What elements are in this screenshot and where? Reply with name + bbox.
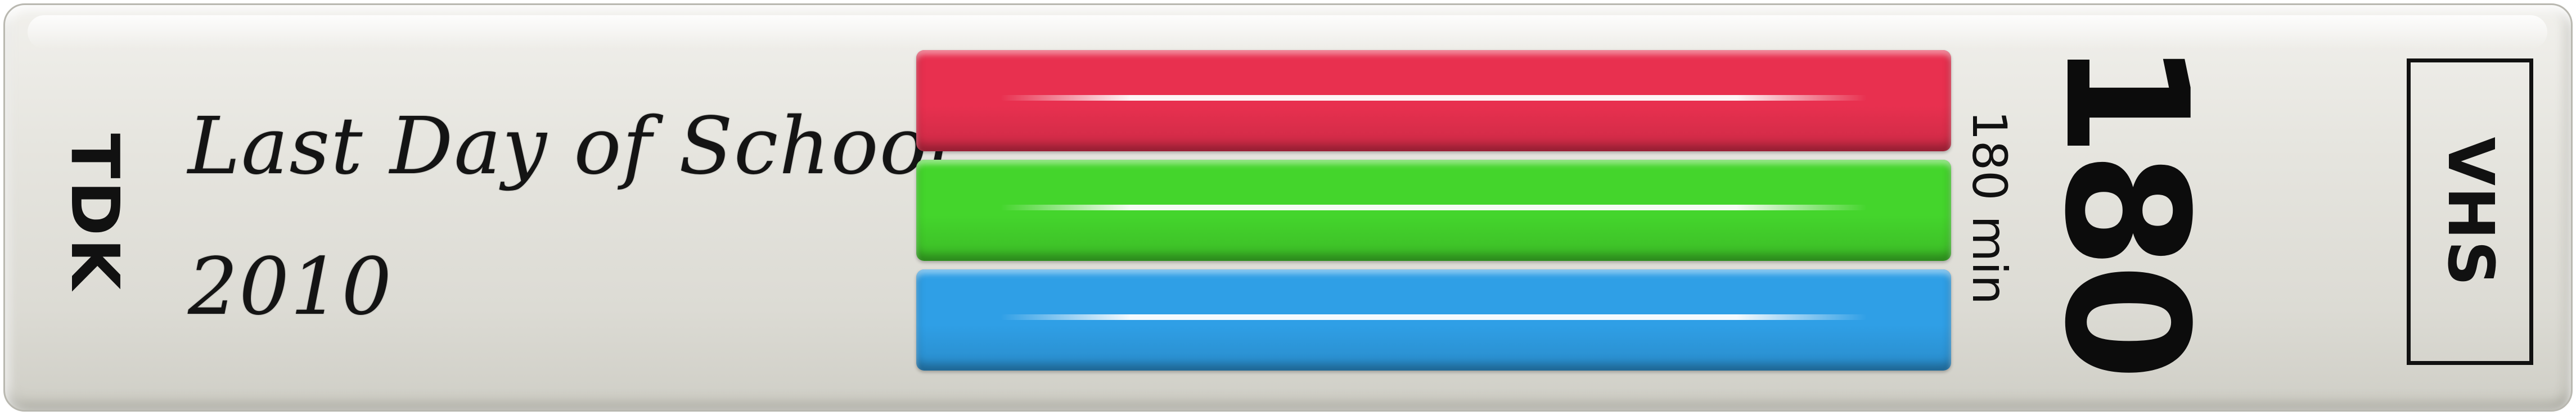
length-number: 180 [2028, 39, 2224, 376]
cassette-label: TDK Last Day of School 2010 180 min 180 … [3, 3, 2573, 412]
format-logo: VHS [2433, 136, 2507, 287]
handwritten-title: Last Day of School [188, 101, 954, 192]
handwritten-year: 2010 [188, 241, 393, 333]
brand-logo: TDK [56, 133, 134, 292]
length-caption: 180 min [1962, 110, 2017, 305]
stripe-shine [1001, 314, 1867, 320]
stripe-green [916, 160, 1951, 261]
stripe-shine [1001, 95, 1867, 101]
color-stripes [916, 50, 1951, 371]
stripe-shine [1001, 205, 1867, 210]
format-logo-box: VHS [2407, 58, 2533, 365]
stripe-blue [916, 269, 1951, 371]
stripe-red [916, 50, 1951, 151]
